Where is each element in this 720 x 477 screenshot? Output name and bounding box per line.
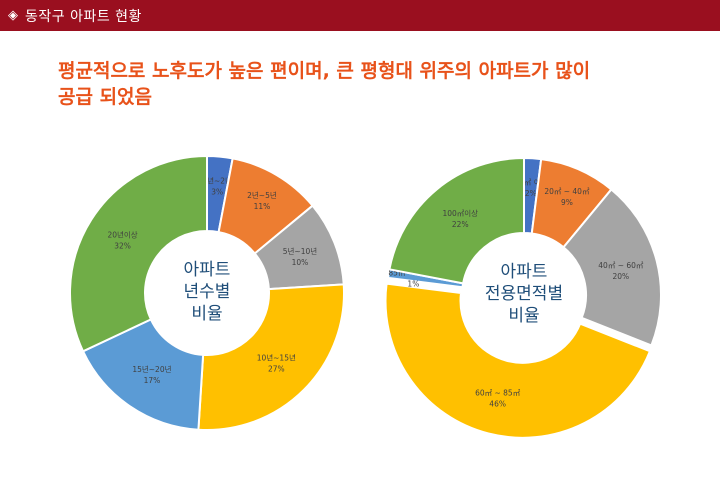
donut-chart-1: 1년~2년 3% 2년~5년 11% 5년~10년 10% 10년~15년 27% 15년~20… (69, 154, 345, 431)
slice-value-label: 27% (268, 364, 285, 373)
slice-category-label: 20㎡ ~ 40㎡ (544, 187, 590, 196)
slice-category-label: 2년~5년 (247, 190, 277, 200)
headline: 평균적으로 노후도가 높은 편이며, 큰 평형대 위주의 아파트가 많이 공급 … (58, 58, 698, 110)
donut-slice-1-4 (197, 283, 345, 431)
slice-value-label: 1% (407, 279, 419, 288)
title-bar: ◈ 동작구 아파트 현황 (0, 0, 720, 31)
slice-category-label: 40㎡ ~ 60㎡ (598, 261, 644, 270)
slice-value-label: 32% (114, 241, 131, 250)
slice-value-label: 2% (525, 189, 537, 198)
headline-line-2: 공급 되었음 (58, 86, 153, 108)
donut-slice-2-3 (562, 188, 662, 347)
slice-category-label: 60㎡ ~ 85㎡ (475, 389, 521, 398)
slice-value-label: 46% (489, 400, 506, 409)
donut-chart-2: 20㎡ 이하 2% 20㎡ ~ 40㎡ 9% 40㎡ ~ 60㎡ 20% 60㎡ ~ 85㎡… (384, 156, 662, 439)
headline-line-1: 평균적으로 노후도가 높은 편이며, 큰 평형대 위주의 아파트가 많이 (58, 60, 591, 82)
slice-value-label: 10% (292, 258, 309, 267)
center-label-line: 전용면적별 (485, 284, 563, 304)
center-label-line: 비율 (508, 306, 539, 326)
donut-slice-2-4 (384, 282, 652, 439)
slice-value-label: 9% (561, 198, 573, 207)
slice-value-label: 20% (613, 272, 630, 281)
center-label-line: 년수별 (184, 282, 231, 302)
center-label-line: 아파트 (501, 262, 548, 282)
slice-category-label: 5년~10년 (283, 246, 317, 256)
center-label-line: 비율 (191, 304, 222, 324)
slice-value-label: 22% (452, 220, 469, 229)
diamond-icon: ◈ (8, 8, 18, 23)
donut-slice-2-6 (388, 156, 525, 285)
page-title: 동작구 아파트 현황 (25, 8, 142, 25)
slice-category-label: 15년~20년 (132, 364, 171, 374)
donut-slice-1-6 (69, 154, 208, 353)
donut-slice-1-5 (81, 318, 205, 431)
slice-category-label: 100㎡이상 (442, 208, 478, 218)
center-label-line: 아파트 (184, 260, 231, 280)
slice-category-label: 10년~15년 (257, 352, 296, 362)
slice-value-label: 11% (254, 202, 271, 211)
slice-value-label: 17% (144, 376, 161, 385)
slice-category-label: 20㎡ 이하 (514, 177, 547, 187)
slice-value-label: 3% (211, 187, 223, 196)
slice-category-label: 20년이상 (107, 229, 137, 239)
slice-category-label: 1년~2년 (202, 175, 232, 185)
